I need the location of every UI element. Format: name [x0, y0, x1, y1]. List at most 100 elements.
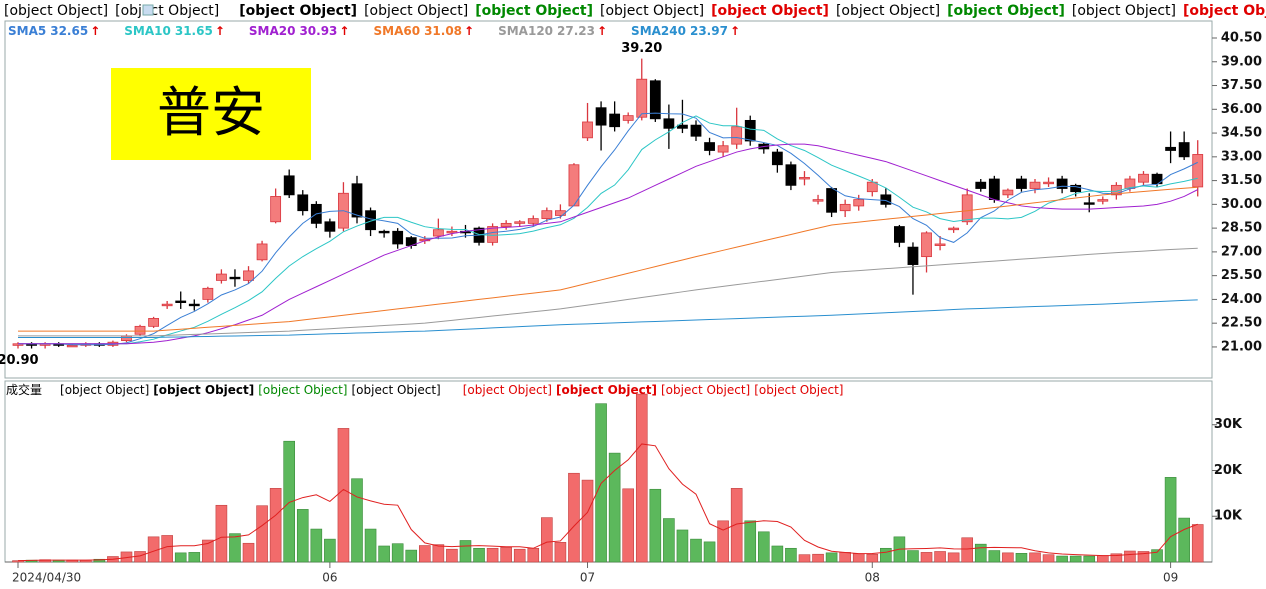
candle-body — [934, 243, 946, 246]
volume-bar — [798, 554, 811, 563]
volume-bar — [744, 520, 757, 563]
candle-body — [921, 232, 932, 258]
candle-body — [663, 118, 675, 129]
candle-body — [1097, 199, 1109, 202]
header-text: [object Object] [object Object] [object Ob… — [4, 3, 1266, 19]
header-item: [object Object] — [239, 3, 357, 19]
volume-bar — [1069, 555, 1082, 563]
candle-body — [541, 210, 553, 220]
y-tick-label: 30.00 — [1221, 197, 1262, 212]
candle-body — [677, 124, 688, 129]
volume-bar — [229, 533, 241, 563]
y-tick-label: 40.50 — [1221, 31, 1262, 46]
candle-body — [894, 226, 905, 243]
candle-body — [256, 243, 268, 261]
volume-bar — [1178, 517, 1190, 563]
x-tick-label: 06 — [322, 571, 337, 585]
volume-bar — [256, 505, 268, 563]
volume-bar — [296, 509, 309, 563]
volume-bar — [215, 504, 228, 563]
candle-body — [446, 230, 458, 234]
legend-name: SMA5 — [8, 24, 46, 38]
volume-bar — [405, 549, 418, 563]
candle-body — [202, 287, 214, 300]
candle-body — [297, 194, 309, 212]
volume-bar — [1110, 553, 1123, 563]
candle-body — [148, 318, 160, 327]
volume-ma-line — [17, 443, 1198, 562]
legend-value: 30.93 — [299, 24, 337, 38]
volume-panel — [4, 380, 1213, 563]
volume-bar — [1029, 552, 1041, 563]
candle-body — [961, 194, 973, 223]
volume-bar — [269, 488, 282, 563]
volume-bar — [500, 547, 512, 563]
candle-body — [975, 181, 987, 189]
candle-body — [121, 335, 132, 342]
volume-bar — [174, 552, 187, 563]
x-tick-label: 07 — [580, 571, 595, 585]
volume-legend: 成交量 [object Object] [object Object] [object… — [6, 382, 843, 397]
header-item: [object Object] — [1072, 3, 1176, 19]
candle-body — [66, 344, 78, 348]
candle-body — [1165, 146, 1176, 151]
header-item: [object Object] — [4, 3, 108, 19]
candle-body — [1138, 173, 1149, 183]
candle-body — [243, 270, 254, 281]
header-item: [object Object] — [711, 3, 829, 19]
volume-bar — [812, 553, 824, 563]
candle-body — [175, 300, 187, 303]
y-tick-label: 24.00 — [1221, 292, 1262, 307]
legend-value: 31.65 — [175, 24, 213, 38]
volume-bar — [473, 547, 485, 563]
volume-bar — [242, 542, 255, 563]
volume-bar — [581, 479, 594, 563]
volume-bar — [391, 543, 404, 563]
volume-bar — [1191, 524, 1204, 563]
header-item: [object Object] — [1183, 3, 1266, 19]
legend-arrow: ↑ — [339, 24, 349, 38]
sma-line — [18, 186, 1198, 332]
volume-bar — [934, 551, 946, 563]
volume-bar — [1015, 553, 1028, 563]
calendar-icon — [142, 4, 154, 16]
volume-bar — [364, 528, 377, 563]
title-box-text: 普安 — [157, 81, 265, 144]
x-tick-label: 08 — [865, 571, 880, 585]
y-tick-label: 28.50 — [1221, 221, 1262, 236]
header-item: [object Object] — [475, 3, 593, 19]
volume-bar — [676, 529, 689, 563]
candle-body — [283, 175, 295, 196]
volume-bar — [554, 542, 567, 563]
volume-bar — [1083, 555, 1096, 563]
y-tick-label: 25.50 — [1221, 268, 1262, 283]
y-tick-label: 34.50 — [1221, 126, 1262, 141]
candle-body — [270, 196, 282, 223]
x-tick-label: 09 — [1163, 571, 1178, 585]
y-tick-label: 20K — [1214, 463, 1243, 478]
candle-body — [988, 178, 1000, 201]
volume-bar — [459, 540, 472, 563]
legend-arrow: ↑ — [597, 24, 607, 38]
candle-body — [839, 203, 851, 212]
volume-bar — [283, 440, 296, 563]
header-bar — [0, 0, 1266, 20]
volume-bar — [1056, 555, 1068, 563]
y-tick-label: 36.00 — [1221, 102, 1262, 117]
candle-body — [609, 113, 621, 128]
candle-body — [1192, 154, 1204, 188]
volume-bar — [351, 478, 363, 563]
volume-bar — [432, 544, 445, 563]
volume-bar — [947, 552, 960, 563]
sma-line — [18, 247, 1198, 337]
candle-body — [595, 107, 607, 126]
volume-bar — [1124, 550, 1136, 563]
candle-body — [731, 126, 743, 145]
y-tick-label: 39.00 — [1221, 54, 1262, 69]
header-item: [object Object] — [947, 3, 1065, 19]
volume-bar — [1137, 551, 1150, 563]
candle-body — [1043, 181, 1054, 185]
y-tick-label: 33.00 — [1221, 149, 1262, 164]
